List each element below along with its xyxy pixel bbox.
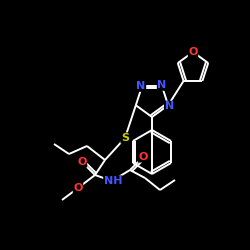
Text: N: N [164, 101, 174, 111]
Text: O: O [73, 183, 83, 193]
Text: S: S [121, 133, 129, 143]
Text: N: N [157, 80, 166, 90]
Text: O: O [188, 47, 198, 57]
Text: O: O [138, 152, 148, 162]
Text: O: O [77, 157, 87, 167]
Text: N: N [136, 81, 146, 91]
Text: NH: NH [104, 176, 122, 186]
